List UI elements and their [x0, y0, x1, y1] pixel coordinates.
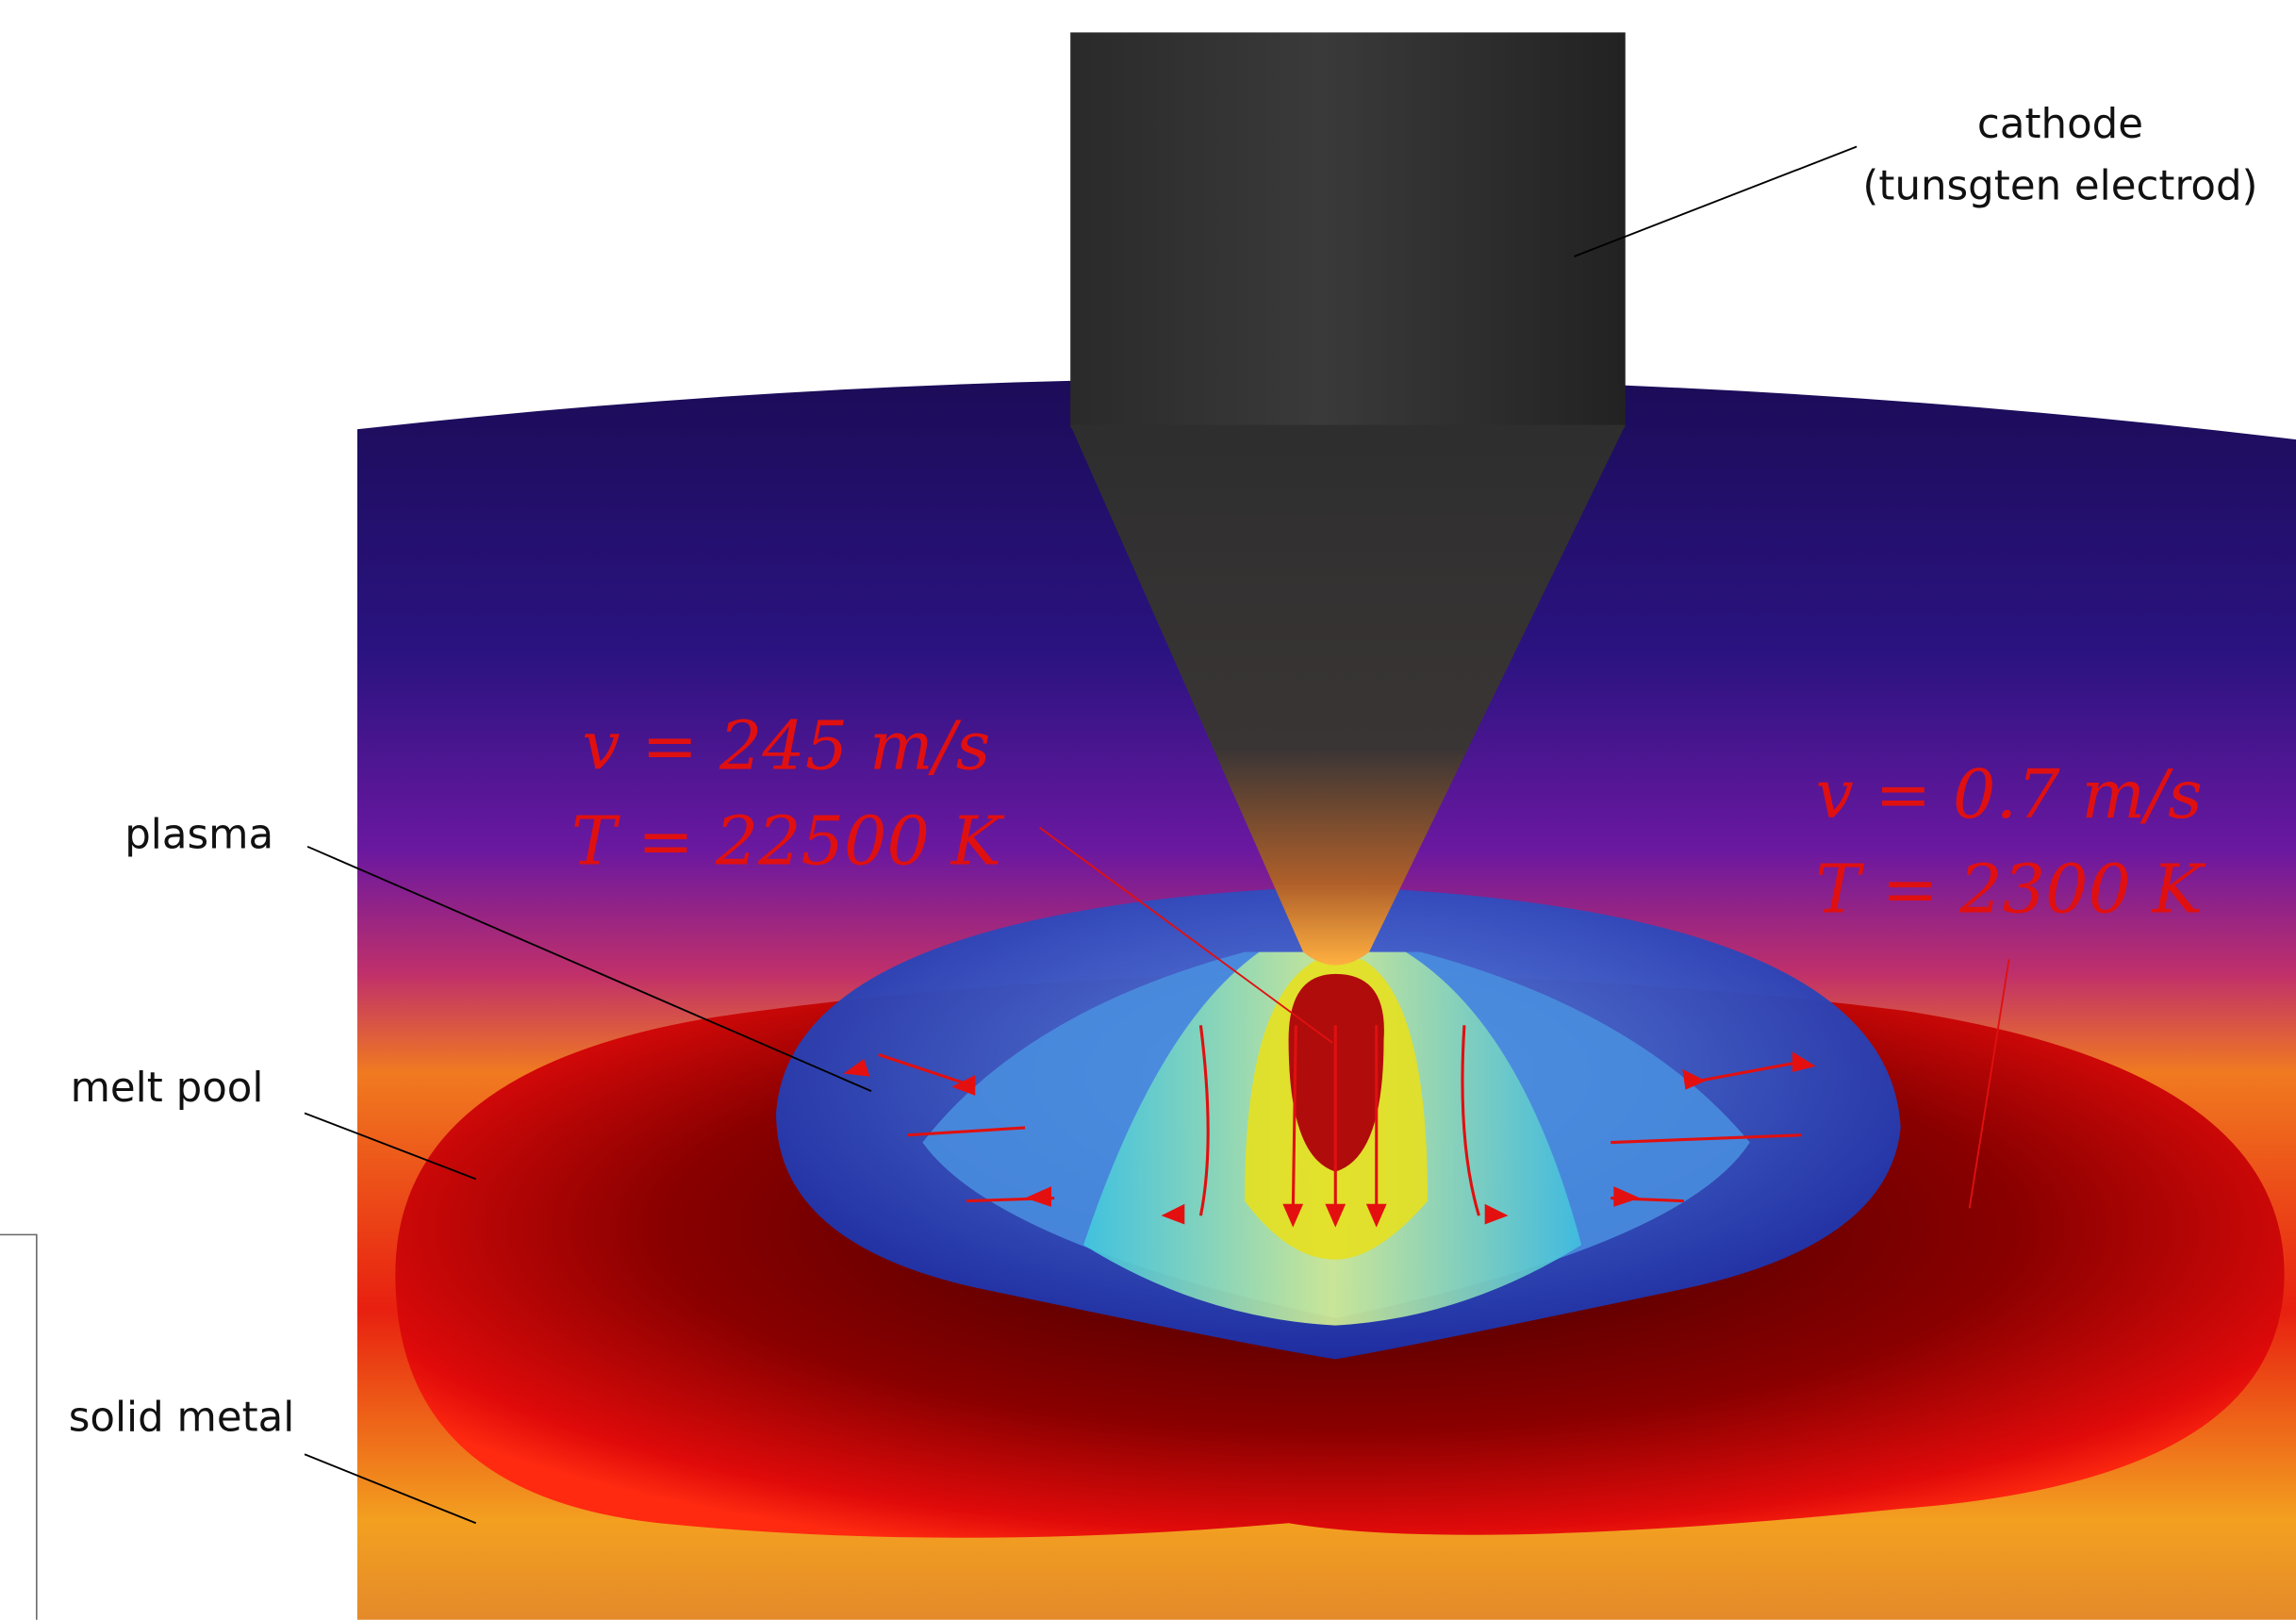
illustration: cathode (tunsgten electrod) plasma melt … [0, 0, 2296, 1620]
cathode-cylinder [1070, 32, 1626, 427]
label: cathode [1977, 101, 2143, 148]
label: (tunsgten electrod) [1862, 162, 2257, 209]
annotation: T = 22500 K [571, 802, 1005, 880]
label: melt pool [71, 1065, 264, 1112]
page: cathode (tunsgten electrod) plasma melt … [0, 0, 2296, 1620]
annotation: v = 0.7 m/s [1815, 755, 2202, 834]
annotation: T = 2300 K [1815, 851, 2205, 929]
label: plasma [124, 811, 273, 858]
annotation: v = 245 m/s [582, 707, 990, 785]
frame-fragment [0, 1234, 37, 1619]
label: solid metal [69, 1394, 295, 1441]
